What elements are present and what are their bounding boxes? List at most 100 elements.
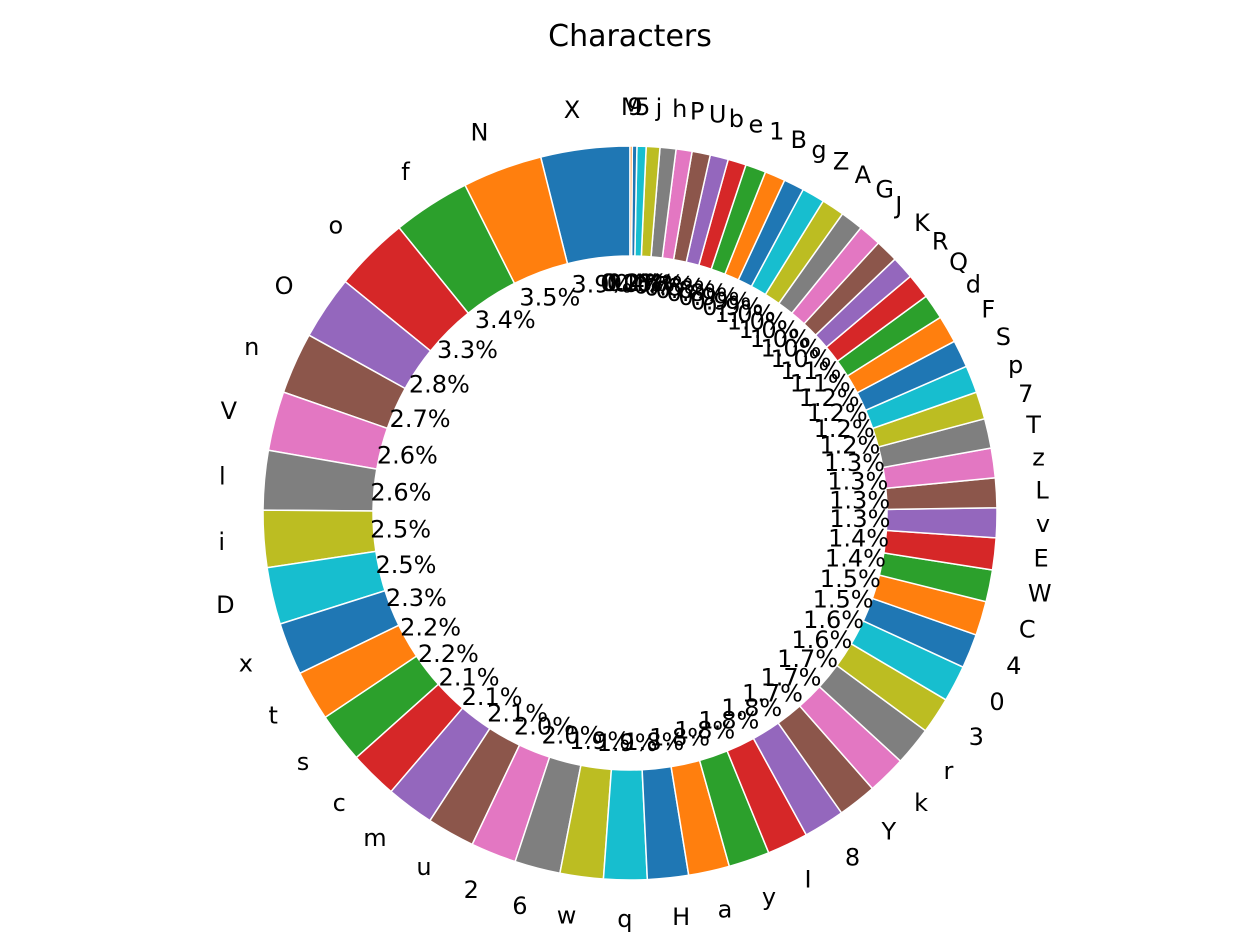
category-label: m xyxy=(363,824,386,852)
percent-label: 1.1% xyxy=(780,357,841,385)
percent-label: 0.9% xyxy=(690,288,751,316)
percent-label: 1.7% xyxy=(760,663,821,691)
slice-M xyxy=(629,145,634,257)
category-label: O xyxy=(275,272,294,300)
category-label: 2 xyxy=(464,876,479,904)
percent-label: 1.3% xyxy=(824,449,885,477)
category-label: U xyxy=(709,101,727,129)
percent-label: 2.3% xyxy=(386,584,447,612)
percent-label: 1.4% xyxy=(828,525,889,553)
percent-label: 2.5% xyxy=(375,551,436,579)
category-label: q xyxy=(617,905,632,933)
category-label: j xyxy=(655,94,663,122)
percent-label: 1.9% xyxy=(569,727,630,755)
percent-label: 1.2% xyxy=(819,432,880,460)
category-label: P xyxy=(690,97,704,125)
percent-label: 2.2% xyxy=(418,640,479,668)
percent-label: 2.1% xyxy=(439,663,500,691)
percent-label: 3.9% xyxy=(571,271,632,299)
percent-label: 0.8% xyxy=(655,276,716,304)
category-label: v xyxy=(1036,510,1050,538)
percent-label: 1.0% xyxy=(727,307,788,335)
category-label: 8 xyxy=(845,843,860,871)
percent-label: 0.6% xyxy=(614,269,675,297)
category-label: 5 xyxy=(635,93,650,121)
percent-label: 3.4% xyxy=(475,306,536,334)
category-label: X xyxy=(564,96,580,124)
category-label: p xyxy=(1008,351,1023,379)
category-label: J xyxy=(893,192,902,220)
category-label: 1 xyxy=(769,118,784,146)
percent-label: 0.8% xyxy=(667,279,728,307)
percent-label: 1.8% xyxy=(623,728,684,756)
percent-label: 0.7% xyxy=(633,272,694,300)
percent-label: 1.0% xyxy=(750,325,811,353)
percent-label: 1.8% xyxy=(698,707,759,735)
percent-label: 1.3% xyxy=(829,486,890,514)
category-label: y xyxy=(762,883,776,911)
chart-title: Characters xyxy=(548,19,712,54)
category-label: K xyxy=(914,209,931,237)
category-label: l xyxy=(219,463,226,491)
percent-label: 1.5% xyxy=(820,565,881,593)
percent-label: 1.0% xyxy=(739,316,800,344)
percent-label: 1.3% xyxy=(829,505,890,533)
percent-label: 2.6% xyxy=(370,478,431,506)
percent-label: 3.5% xyxy=(519,283,580,311)
percent-label: 2.7% xyxy=(390,405,451,433)
category-label: R xyxy=(932,227,949,255)
percent-label: 1.9% xyxy=(597,729,658,757)
percent-label: 2.6% xyxy=(377,441,438,469)
percent-label: 0.8% xyxy=(644,273,705,301)
category-label: f xyxy=(401,158,410,186)
category-label: 0 xyxy=(989,688,1004,716)
category-label: F xyxy=(981,296,995,324)
category-label: S xyxy=(996,323,1011,351)
percent-label: 0.9% xyxy=(678,283,739,311)
percent-labels-group: 3.9%3.5%3.4%3.3% 2.8% 2.7% 2.6% 2.6% 2.5% 2.5%… xyxy=(370,269,890,757)
category-label: z xyxy=(1032,444,1045,472)
percent-label: 2.1% xyxy=(487,700,548,728)
percent-label: 1.7% xyxy=(742,680,803,708)
percent-label: 2.2% xyxy=(400,614,461,642)
percent-label: 1.7% xyxy=(777,645,838,673)
category-label: a xyxy=(718,895,733,923)
percent-label: 1.2% xyxy=(799,384,860,412)
percent-label: 1.0% xyxy=(770,345,831,373)
percent-label: 0.9% xyxy=(702,293,763,321)
category-label: u xyxy=(416,853,431,881)
percent-label: 3.3% xyxy=(437,336,498,364)
slice-q xyxy=(602,768,649,881)
percent-label: 1.6% xyxy=(791,626,852,654)
category-label: A xyxy=(855,161,872,189)
category-label: B xyxy=(791,126,807,154)
percent-label: 1.2% xyxy=(814,415,875,443)
percent-label: 2.0% xyxy=(541,722,602,750)
percent-label: 1.8% xyxy=(674,717,735,745)
category-label: M xyxy=(621,93,642,121)
category-label: I xyxy=(805,866,812,894)
category-label: T xyxy=(1025,411,1041,439)
category-label: V xyxy=(221,397,238,425)
slices-group xyxy=(262,145,998,881)
category-label: 6 xyxy=(512,892,527,920)
category-label: t xyxy=(269,701,278,729)
category-label: n xyxy=(244,333,259,361)
percent-label: 0.2% xyxy=(602,269,663,297)
category-label: D xyxy=(216,591,234,619)
category-label: r xyxy=(944,757,954,785)
percent-label: 1.2% xyxy=(807,399,868,427)
category-label: W xyxy=(1028,580,1052,608)
category-label: 7 xyxy=(1018,380,1033,408)
category-label: E xyxy=(1033,544,1048,572)
category-label: g xyxy=(811,136,826,164)
category-label: 3 xyxy=(969,723,984,751)
category-label: k xyxy=(914,789,928,817)
percent-label: 1.6% xyxy=(803,606,864,634)
category-label: 4 xyxy=(1006,652,1021,680)
category-label: L xyxy=(1035,477,1049,505)
percent-label: 2.5% xyxy=(370,515,431,543)
